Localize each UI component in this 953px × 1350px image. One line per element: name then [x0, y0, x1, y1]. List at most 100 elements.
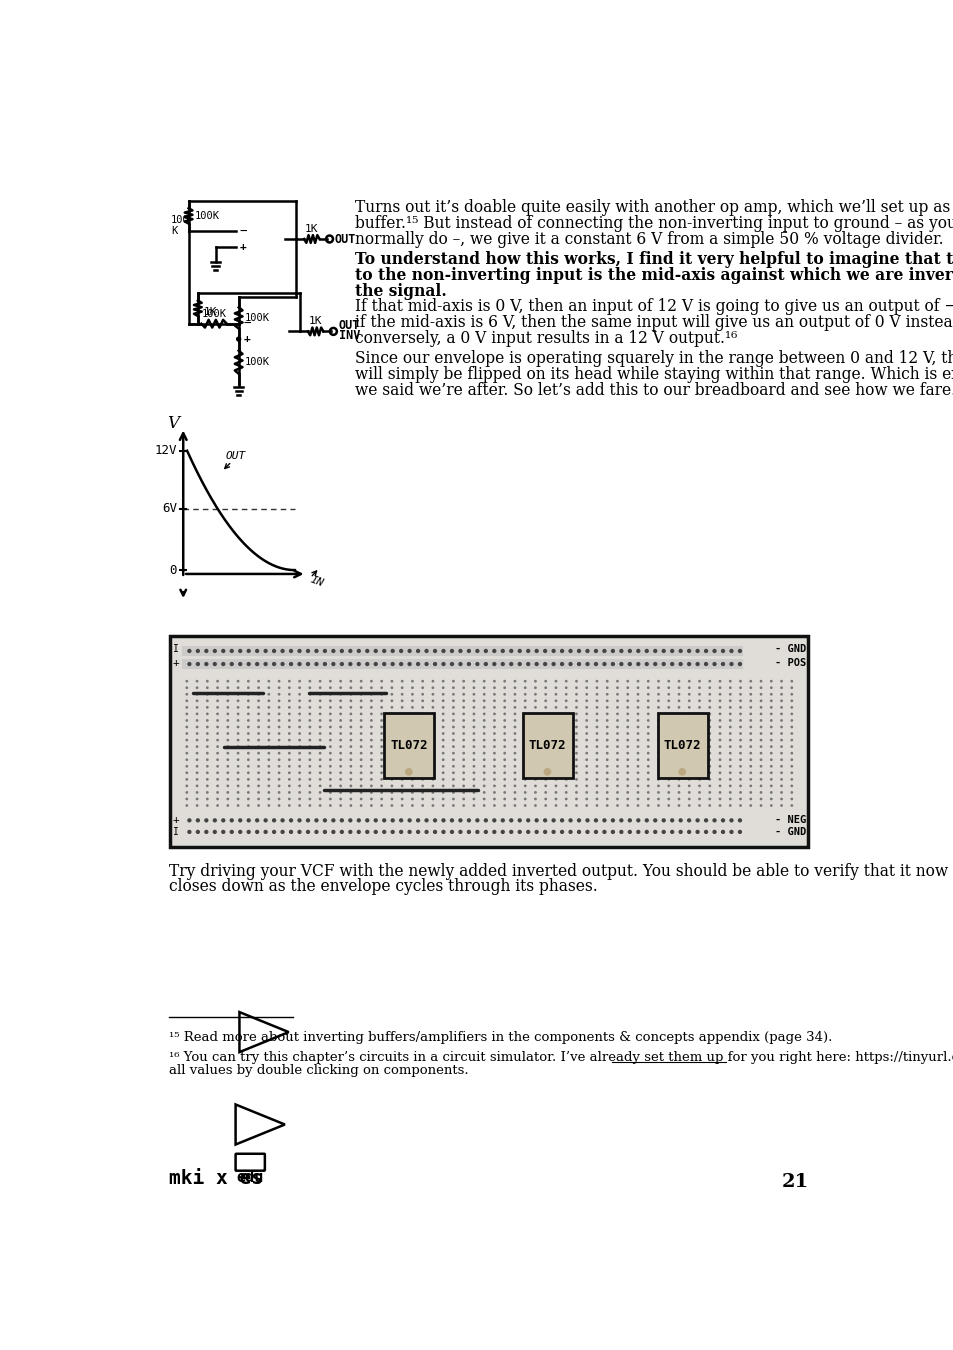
Circle shape	[267, 752, 270, 755]
Circle shape	[390, 818, 395, 822]
Circle shape	[737, 830, 741, 834]
Circle shape	[329, 791, 332, 794]
Circle shape	[400, 765, 403, 768]
Circle shape	[626, 693, 628, 695]
Circle shape	[616, 752, 618, 755]
Circle shape	[677, 765, 679, 768]
Circle shape	[513, 765, 516, 768]
Circle shape	[472, 745, 475, 748]
Circle shape	[718, 706, 720, 709]
Circle shape	[390, 771, 393, 774]
Circle shape	[441, 662, 445, 666]
Circle shape	[349, 738, 352, 741]
Text: If that mid-axis is 0 V, then an input of 12 V is going to give us an output of : If that mid-axis is 0 V, then an input o…	[355, 298, 953, 316]
Circle shape	[534, 699, 537, 702]
Circle shape	[718, 693, 720, 695]
Circle shape	[708, 738, 710, 741]
Circle shape	[667, 738, 669, 741]
Circle shape	[247, 738, 250, 741]
Circle shape	[646, 699, 649, 702]
Circle shape	[739, 738, 741, 741]
Circle shape	[308, 745, 311, 748]
Circle shape	[543, 768, 551, 776]
Circle shape	[236, 686, 239, 688]
Circle shape	[534, 759, 537, 761]
Circle shape	[601, 818, 606, 822]
Circle shape	[646, 732, 649, 734]
Circle shape	[626, 713, 628, 716]
Circle shape	[595, 686, 598, 688]
Circle shape	[544, 706, 546, 709]
Circle shape	[500, 830, 504, 834]
Circle shape	[195, 791, 198, 794]
Circle shape	[769, 752, 772, 755]
Circle shape	[698, 725, 700, 729]
Circle shape	[380, 738, 382, 741]
Text: if the mid-axis is 6 V, then the same input will give us an output of 0 V instea: if the mid-axis is 6 V, then the same in…	[355, 315, 953, 331]
Circle shape	[213, 649, 216, 653]
Circle shape	[421, 759, 423, 761]
Circle shape	[728, 805, 731, 807]
Circle shape	[568, 662, 572, 666]
Circle shape	[554, 745, 557, 748]
Circle shape	[769, 784, 772, 787]
Circle shape	[503, 713, 505, 716]
Circle shape	[308, 725, 311, 729]
Text: closes down as the envelope cycles through its phases.: closes down as the envelope cycles throu…	[170, 879, 598, 895]
Circle shape	[226, 765, 229, 768]
Circle shape	[298, 765, 301, 768]
Circle shape	[374, 818, 377, 822]
Circle shape	[475, 830, 479, 834]
Circle shape	[646, 686, 649, 688]
Circle shape	[605, 732, 608, 734]
Circle shape	[503, 759, 505, 761]
Circle shape	[452, 699, 455, 702]
Circle shape	[687, 732, 690, 734]
Circle shape	[421, 725, 423, 729]
Circle shape	[247, 791, 250, 794]
Circle shape	[206, 778, 209, 780]
Circle shape	[407, 649, 412, 653]
Circle shape	[390, 805, 393, 807]
Circle shape	[513, 798, 516, 801]
Circle shape	[431, 699, 434, 702]
Circle shape	[503, 791, 505, 794]
Circle shape	[790, 752, 792, 755]
Circle shape	[329, 765, 332, 768]
Circle shape	[636, 771, 639, 774]
Circle shape	[466, 830, 471, 834]
Circle shape	[790, 725, 792, 729]
Circle shape	[421, 745, 423, 748]
Circle shape	[687, 699, 690, 702]
Circle shape	[636, 818, 639, 822]
Circle shape	[452, 791, 455, 794]
Circle shape	[554, 686, 557, 688]
Circle shape	[306, 662, 310, 666]
Circle shape	[769, 745, 772, 748]
Circle shape	[718, 798, 720, 801]
Circle shape	[348, 662, 352, 666]
Circle shape	[390, 784, 393, 787]
Circle shape	[297, 830, 301, 834]
Circle shape	[247, 706, 250, 709]
Circle shape	[554, 752, 557, 755]
Circle shape	[247, 759, 250, 761]
Circle shape	[575, 680, 578, 683]
Circle shape	[349, 725, 352, 729]
Circle shape	[482, 693, 485, 695]
Circle shape	[667, 699, 669, 702]
Circle shape	[646, 752, 649, 755]
Circle shape	[339, 759, 342, 761]
Circle shape	[657, 699, 659, 702]
Circle shape	[400, 771, 403, 774]
Circle shape	[226, 720, 229, 722]
Circle shape	[185, 713, 188, 716]
Circle shape	[263, 662, 268, 666]
Circle shape	[575, 713, 578, 716]
Circle shape	[431, 693, 434, 695]
Circle shape	[790, 791, 792, 794]
Circle shape	[493, 706, 496, 709]
Circle shape	[595, 791, 598, 794]
Circle shape	[398, 662, 403, 666]
Circle shape	[308, 784, 311, 787]
